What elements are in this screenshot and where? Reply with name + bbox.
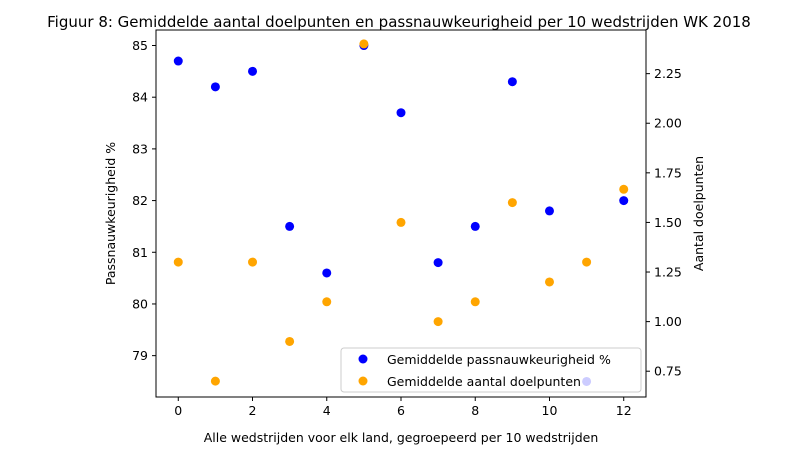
y-left-tick-label: 81 (132, 245, 148, 260)
x-tick-label: 10 (542, 403, 558, 418)
point-passnauwkeurigheid (248, 66, 258, 76)
point-passnauwkeurigheid (285, 221, 295, 231)
point-doelpunten (544, 277, 554, 287)
y-right-tick-label: 2.25 (654, 66, 682, 81)
point-doelpunten (210, 376, 220, 386)
y-axis-right: 0.75 1.00 1.25 1.50 1.75 2.00 2.25 (646, 66, 682, 379)
chart-title: Figuur 8: Gemiddelde aantal doelpunten e… (47, 13, 751, 31)
legend-marker-doelpunten (358, 376, 368, 386)
x-tick-label: 2 (249, 403, 257, 418)
point-doelpunten (322, 297, 332, 307)
point-passnauwkeurigheid (396, 108, 406, 118)
x-axis: 0 2 4 6 8 10 12 (174, 397, 632, 418)
y-left-tick-label: 79 (132, 348, 148, 363)
x-axis-label: Alle wedstrijden voor elk land, gegroepe… (204, 430, 599, 445)
y-right-tick-label: 1.50 (654, 215, 682, 230)
point-passnauwkeurigheid (322, 268, 332, 278)
point-passnauwkeurigheid (470, 221, 480, 231)
x-tick-label: 0 (174, 403, 182, 418)
x-tick-label: 4 (323, 403, 331, 418)
y-axis-left-label: Passnauwkeurigheid % (103, 142, 118, 285)
y-left-tick-label: 82 (132, 193, 148, 208)
point-doelpunten (507, 198, 517, 208)
legend-marker-passnauwkeurigheid (358, 354, 368, 364)
y-right-tick-label: 1.75 (654, 165, 682, 180)
point-doelpunten (173, 257, 183, 267)
x-tick-label: 12 (616, 403, 632, 418)
y-right-tick-label: 2.00 (654, 116, 682, 131)
point-doelpunten (433, 317, 443, 327)
plot-area (155, 29, 647, 398)
point-passnauwkeurigheid (507, 77, 517, 87)
y-left-tick-label: 83 (132, 141, 148, 156)
y-axis-right-label: Aantal doelpunten (691, 156, 706, 271)
legend-label-passnauwkeurigheid: Gemiddelde passnauwkeurigheid % (387, 352, 611, 367)
plot-frame (155, 29, 647, 398)
point-doelpunten (396, 217, 406, 227)
y-right-tick-label: 1.25 (654, 265, 682, 280)
point-passnauwkeurigheid (619, 196, 629, 206)
data-points (173, 39, 629, 386)
y-right-tick-label: 0.75 (654, 364, 682, 379)
point-passnauwkeurigheid (433, 258, 443, 268)
y-axis-left: 79 80 81 82 83 84 85 (132, 38, 156, 363)
point-passnauwkeurigheid (544, 206, 554, 216)
legend-label-doelpunten: Gemiddelde aantal doelpunten (387, 374, 581, 389)
point-doelpunten (470, 297, 480, 307)
y-left-tick-label: 80 (132, 296, 148, 311)
point-doelpunten (582, 257, 592, 267)
y-left-tick-label: 84 (132, 90, 148, 105)
point-doelpunten (619, 184, 629, 194)
point-passnauwkeurigheid (173, 56, 183, 66)
point-doelpunten (248, 257, 258, 267)
x-tick-label: 8 (471, 403, 479, 418)
point-passnauwkeurigheid (210, 82, 220, 92)
x-tick-label: 6 (397, 403, 405, 418)
legend: Gemiddelde passnauwkeurigheid % Gemiddel… (340, 347, 642, 393)
legend-box (340, 347, 642, 393)
point-doelpunten (359, 39, 369, 49)
y-left-tick-label: 85 (132, 38, 148, 53)
point-doelpunten (285, 336, 295, 346)
y-right-tick-label: 1.00 (654, 314, 682, 329)
